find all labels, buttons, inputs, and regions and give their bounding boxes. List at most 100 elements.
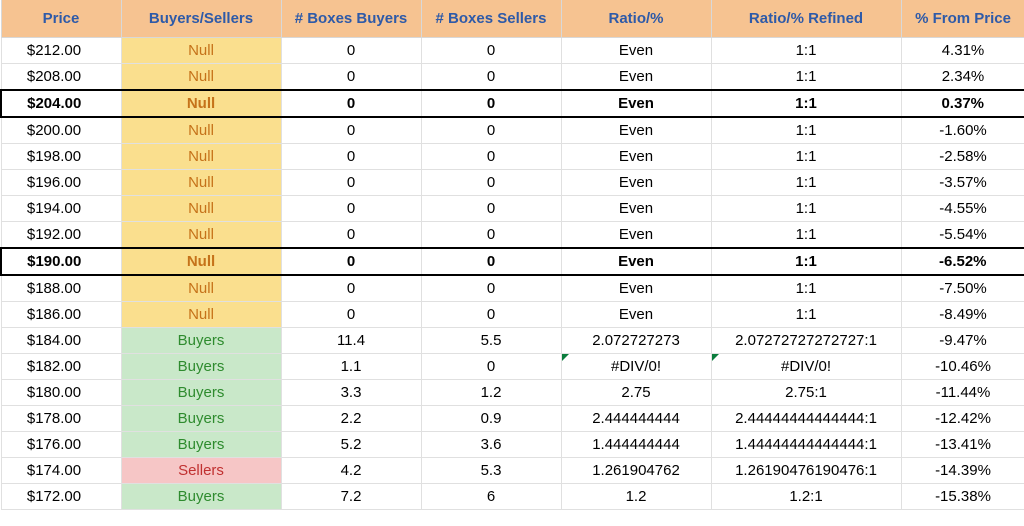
cell-pct-from-price: 0.37% [901, 90, 1024, 117]
table-row: $208.00Null00Even1:12.34% [1, 64, 1024, 91]
cell-pct-from-price: -13.41% [901, 432, 1024, 458]
cell-ratio-refined: 1:1 [711, 302, 901, 328]
table-row: $186.00Null00Even1:1-8.49% [1, 302, 1024, 328]
cell-buyers-sellers: Null [121, 222, 281, 249]
cell-price: $172.00 [1, 484, 121, 510]
cell-boxes-sellers: 0 [421, 38, 561, 64]
cell-buyers-sellers: Null [121, 170, 281, 196]
cell-ratio-refined: 1.26190476190476:1 [711, 458, 901, 484]
table-row: $184.00Buyers11.45.52.0727272732.0727272… [1, 328, 1024, 354]
cell-ratio-refined: 2.07272727272727:1 [711, 328, 901, 354]
table-body: $212.00Null00Even1:14.31%$208.00Null00Ev… [1, 38, 1024, 510]
cell-price: $198.00 [1, 144, 121, 170]
cell-price: $194.00 [1, 196, 121, 222]
cell-boxes-sellers: 3.6 [421, 432, 561, 458]
cell-price: $182.00 [1, 354, 121, 380]
cell-price: $188.00 [1, 275, 121, 302]
table-row: $188.00Null00Even1:1-7.50% [1, 275, 1024, 302]
price-ratio-table: Price Buyers/Sellers # Boxes Buyers # Bo… [0, 0, 1024, 510]
cell-ratio-refined: 1:1 [711, 90, 901, 117]
cell-boxes-sellers: 0 [421, 275, 561, 302]
cell-ratio: 1.444444444 [561, 432, 711, 458]
cell-price: $176.00 [1, 432, 121, 458]
table-row: $180.00Buyers3.31.22.752.75:1-11.44% [1, 380, 1024, 406]
cell-buyers-sellers: Null [121, 64, 281, 91]
cell-boxes-sellers: 0 [421, 222, 561, 249]
cell-price: $196.00 [1, 170, 121, 196]
cell-ratio-refined: 1.44444444444444:1 [711, 432, 901, 458]
cell-price: $174.00 [1, 458, 121, 484]
cell-pct-from-price: -15.38% [901, 484, 1024, 510]
cell-boxes-buyers: 11.4 [281, 328, 421, 354]
cell-price: $186.00 [1, 302, 121, 328]
cell-buyers-sellers: Null [121, 275, 281, 302]
cell-boxes-buyers: 2.2 [281, 406, 421, 432]
cell-ratio-refined: 1:1 [711, 64, 901, 91]
cell-pct-from-price: 2.34% [901, 64, 1024, 91]
table-row: $176.00Buyers5.23.61.4444444441.44444444… [1, 432, 1024, 458]
cell-ratio-refined: 1:1 [711, 248, 901, 275]
cell-boxes-buyers: 0 [281, 90, 421, 117]
col-buyers-sellers: Buyers/Sellers [121, 0, 281, 38]
table-row: $182.00Buyers1.10#DIV/0!#DIV/0!-10.46% [1, 354, 1024, 380]
cell-buyers-sellers: Sellers [121, 458, 281, 484]
cell-ratio: Even [561, 90, 711, 117]
cell-buyers-sellers: Null [121, 248, 281, 275]
cell-boxes-sellers: 5.3 [421, 458, 561, 484]
cell-pct-from-price: -10.46% [901, 354, 1024, 380]
cell-boxes-sellers: 0 [421, 64, 561, 91]
table-row: $198.00Null00Even1:1-2.58% [1, 144, 1024, 170]
cell-pct-from-price: -12.42% [901, 406, 1024, 432]
cell-boxes-buyers: 0 [281, 222, 421, 249]
cell-price: $190.00 [1, 248, 121, 275]
cell-boxes-buyers: 5.2 [281, 432, 421, 458]
cell-price: $204.00 [1, 90, 121, 117]
cell-pct-from-price: -7.50% [901, 275, 1024, 302]
table-row: $200.00Null00Even1:1-1.60% [1, 117, 1024, 144]
cell-pct-from-price: -3.57% [901, 170, 1024, 196]
cell-boxes-sellers: 0 [421, 354, 561, 380]
cell-price: $200.00 [1, 117, 121, 144]
cell-ratio-refined: 1.2:1 [711, 484, 901, 510]
cell-buyers-sellers: Buyers [121, 484, 281, 510]
cell-buyers-sellers: Null [121, 38, 281, 64]
cell-boxes-sellers: 5.5 [421, 328, 561, 354]
cell-buyers-sellers: Buyers [121, 328, 281, 354]
cell-price: $208.00 [1, 64, 121, 91]
cell-ratio: Even [561, 38, 711, 64]
cell-ratio-refined: 1:1 [711, 222, 901, 249]
cell-ratio-refined: 2.75:1 [711, 380, 901, 406]
cell-pct-from-price: -6.52% [901, 248, 1024, 275]
col-boxes-sellers: # Boxes Sellers [421, 0, 561, 38]
cell-boxes-sellers: 0 [421, 90, 561, 117]
cell-price: $180.00 [1, 380, 121, 406]
table-row: $190.00Null00Even1:1-6.52% [1, 248, 1024, 275]
cell-buyers-sellers: Null [121, 144, 281, 170]
cell-boxes-buyers: 0 [281, 144, 421, 170]
table-row: $196.00Null00Even1:1-3.57% [1, 170, 1024, 196]
cell-pct-from-price: -1.60% [901, 117, 1024, 144]
cell-ratio: 2.072727273 [561, 328, 711, 354]
cell-ratio-refined: 1:1 [711, 196, 901, 222]
cell-boxes-buyers: 0 [281, 302, 421, 328]
cell-boxes-sellers: 6 [421, 484, 561, 510]
cell-boxes-sellers: 0 [421, 117, 561, 144]
cell-price: $212.00 [1, 38, 121, 64]
table-row: $204.00Null00Even1:10.37% [1, 90, 1024, 117]
cell-ratio-refined: 2.44444444444444:1 [711, 406, 901, 432]
cell-ratio-refined: 1:1 [711, 170, 901, 196]
cell-boxes-buyers: 0 [281, 196, 421, 222]
table-row: $194.00Null00Even1:1-4.55% [1, 196, 1024, 222]
cell-buyers-sellers: Null [121, 196, 281, 222]
cell-buyers-sellers: Null [121, 117, 281, 144]
cell-buyers-sellers: Buyers [121, 406, 281, 432]
cell-price: $184.00 [1, 328, 121, 354]
cell-ratio: 1.261904762 [561, 458, 711, 484]
cell-boxes-sellers: 0 [421, 248, 561, 275]
table-row: $212.00Null00Even1:14.31% [1, 38, 1024, 64]
cell-ratio: #DIV/0! [561, 354, 711, 380]
table-row: $192.00Null00Even1:1-5.54% [1, 222, 1024, 249]
cell-pct-from-price: -14.39% [901, 458, 1024, 484]
cell-ratio: 1.2 [561, 484, 711, 510]
cell-buyers-sellers: Buyers [121, 354, 281, 380]
